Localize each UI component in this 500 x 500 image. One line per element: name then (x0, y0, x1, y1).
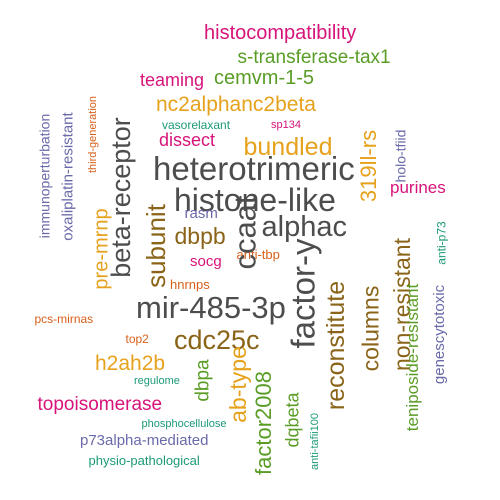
word-bundled: bundled (243, 132, 333, 161)
word-topoisomerase: topoisomerase (37, 393, 163, 415)
word-dissect: dissect (159, 130, 216, 150)
word-columns: columns (357, 285, 384, 371)
word-teaming: teaming (140, 70, 205, 90)
word-factor-y: factor-y (284, 237, 322, 349)
word-purines: purines (390, 177, 446, 197)
word-beta-receptor: beta-receptor (105, 116, 136, 278)
word-regulome: regulome (134, 374, 180, 387)
word-mir-485-3p: mir-485-3p (136, 289, 286, 325)
word-nc2alphanc2beta: nc2alphanc2beta (156, 92, 316, 116)
word-genescytotoxic: genescytotoxic (430, 284, 448, 384)
word-teniposide-resistant: teniposide-resistant (402, 283, 422, 431)
word-vasorelaxant: vasorelaxant (162, 118, 231, 132)
word-anti-tafii100: anti-tafii100 (308, 412, 321, 470)
word-physio-pathological: physio-pathological (88, 452, 200, 468)
word-third-generation: third-generation (86, 95, 99, 173)
word-holo-tfiid: holo-tfiid (391, 129, 408, 183)
word-reconstitute: reconstitute (321, 280, 350, 410)
word-dqbeta: dqbeta (282, 392, 303, 448)
word-anti-p73: anti-p73 (434, 221, 449, 265)
word-dbpa: dbpa (192, 358, 214, 402)
word-alphac: alphac (261, 210, 347, 243)
word-cemvm-1-5: cemvm-1-5 (214, 67, 315, 89)
word-factor2008: factor2008 (250, 371, 276, 475)
word-p73alpha-mediated: p73alpha-mediated (80, 431, 209, 449)
word-subunit: subunit (140, 204, 171, 288)
word-ab-type: ab-type (224, 345, 251, 423)
word-anti-tbp: anti-tbp (236, 246, 280, 262)
word-h2ah2b: h2ah2b (95, 351, 166, 375)
word-sp134: sp134 (271, 118, 301, 131)
word-pcs-mirnas: pcs-mirnas (34, 312, 94, 326)
word-histocompatibility: histocompatibility (204, 22, 357, 44)
word-histone-like: histone-like (174, 182, 336, 218)
word-immunoperturbation: immunoperturbation (35, 113, 52, 239)
word-rasm: rasm (184, 204, 218, 222)
word-s-transferase-tax1: s-transferase-tax1 (237, 46, 391, 68)
word-socg: socg (190, 252, 222, 270)
word-phosphocellulose: phosphocellulose (141, 417, 227, 430)
word-cdc25c: cdc25c (174, 324, 260, 355)
word-dbpb: dbpb (174, 222, 226, 249)
word-oxaliplatin-resistant: oxaliplatin-resistant (59, 111, 77, 241)
word-top2: top2 (125, 332, 149, 346)
word-hnrnps: hnrnps (170, 276, 210, 292)
word-319ll-rs: 319ll-rs (356, 129, 382, 203)
word-ccaat: ccaat (227, 194, 263, 270)
word-heterotrimeric: heterotrimeric (153, 149, 355, 187)
